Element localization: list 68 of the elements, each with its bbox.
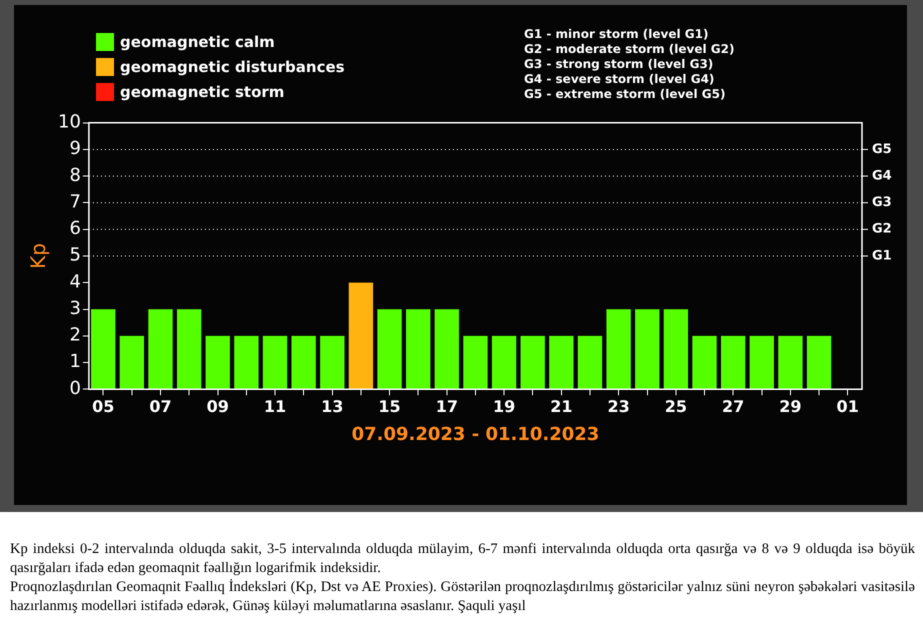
bar [206, 336, 230, 389]
text: G5 - extreme storm (level G5) [524, 87, 726, 102]
bar [406, 309, 430, 389]
y-tick-label: 6 [69, 218, 81, 240]
x-tick-label: 23 [607, 396, 630, 416]
x-tick-label: 17 [436, 396, 458, 416]
bar [520, 336, 545, 389]
bar [549, 336, 574, 389]
y-axis-title: Kp [26, 243, 50, 269]
bar [664, 309, 688, 389]
ref-line-label: G3 [872, 195, 892, 210]
y-tick-label: 7 [69, 191, 81, 212]
legend-label: geomagnetic storm [120, 82, 284, 100]
bar [377, 309, 402, 389]
ref-line-label: G4 [872, 168, 892, 184]
y-tick-label: 4 [69, 271, 81, 292]
y-tick-label: 1 [69, 351, 81, 372]
y-tick-label: 0 [69, 378, 81, 399]
bar [234, 336, 259, 389]
x-tick-label: 27 [722, 396, 744, 416]
y-tick-label: 5 [69, 244, 81, 266]
bar [750, 336, 774, 389]
x-tick-label: 07 [149, 396, 172, 416]
text: G3 - strong storm (level G3) [524, 57, 714, 72]
text: Kp indeksi 0-2 intervalında olduqda sakit, 3-5 intervalında olduqda mülayim, 6-7 mənfi intervalında olduqda orta qasırğa və 8 və 9 olduqda isə böyük qasırğaları ifadə edən geomaqnit fəallığın logarifmik indeksidir. [10, 540, 915, 578]
bar [492, 336, 516, 389]
bar [176, 309, 202, 389]
ref-line-label: G5 [872, 142, 892, 157]
x-tick-label: 15 [378, 396, 401, 416]
text: G2 - moderate storm (level G2) [524, 42, 734, 57]
text: G4 - severe storm (level G4) [524, 72, 716, 87]
ref-line-label: G2 [872, 222, 892, 237]
y-tick-label: 8 [69, 164, 81, 186]
bar [291, 336, 316, 389]
bar [606, 309, 631, 389]
bar [692, 336, 717, 389]
bar [262, 336, 288, 389]
x-tick-label: 05 [92, 396, 114, 416]
x-tick-label: 29 [779, 396, 802, 416]
bar [148, 309, 173, 389]
legend-label: geomagnetic disturbances [120, 58, 345, 76]
bar [635, 309, 660, 389]
ref-line-label: G1 [872, 248, 892, 264]
x-tick-label: 21 [550, 396, 572, 416]
bar [320, 336, 344, 389]
y-tick-label: 3 [69, 298, 81, 319]
bar [778, 336, 803, 389]
bar [434, 309, 459, 389]
x-tick-label: 13 [321, 396, 344, 416]
y-tick-label: 9 [69, 138, 81, 160]
x-tick-label: 19 [492, 396, 516, 416]
y-tick-label: 2 [69, 324, 81, 346]
legend-label: geomagnetic calm [120, 32, 275, 50]
y-tick-label: 10 [58, 111, 81, 132]
x-tick-label: 09 [206, 396, 229, 416]
x-tick-label: 01 [836, 396, 859, 416]
bar [720, 336, 746, 389]
x-axis-title: 07.09.2023 - 01.10.2023 [352, 424, 600, 445]
bar [120, 336, 144, 389]
bar [348, 282, 374, 389]
bar [463, 336, 488, 389]
x-tick-label: 25 [664, 396, 688, 416]
bar [578, 336, 602, 389]
bar [806, 336, 832, 389]
bar [91, 309, 116, 389]
x-tick-label: 11 [264, 396, 286, 416]
text: Proqnozlaşdırılan Geomaqnit Fəallıq İndeksləri (Kp, Dst və AE Proxies). Göstərilən proqnozlaşdırılmış göstəricilər yalnız süni neyron şəbəkələri vasitəsilə hazırlanmış modelləri istifadə edərək, Günəş küləyi məlumatlarına əsaslanır. Şaquli yaşıl [10, 578, 915, 616]
text: G1 - minor storm (level G1) [524, 27, 710, 42]
